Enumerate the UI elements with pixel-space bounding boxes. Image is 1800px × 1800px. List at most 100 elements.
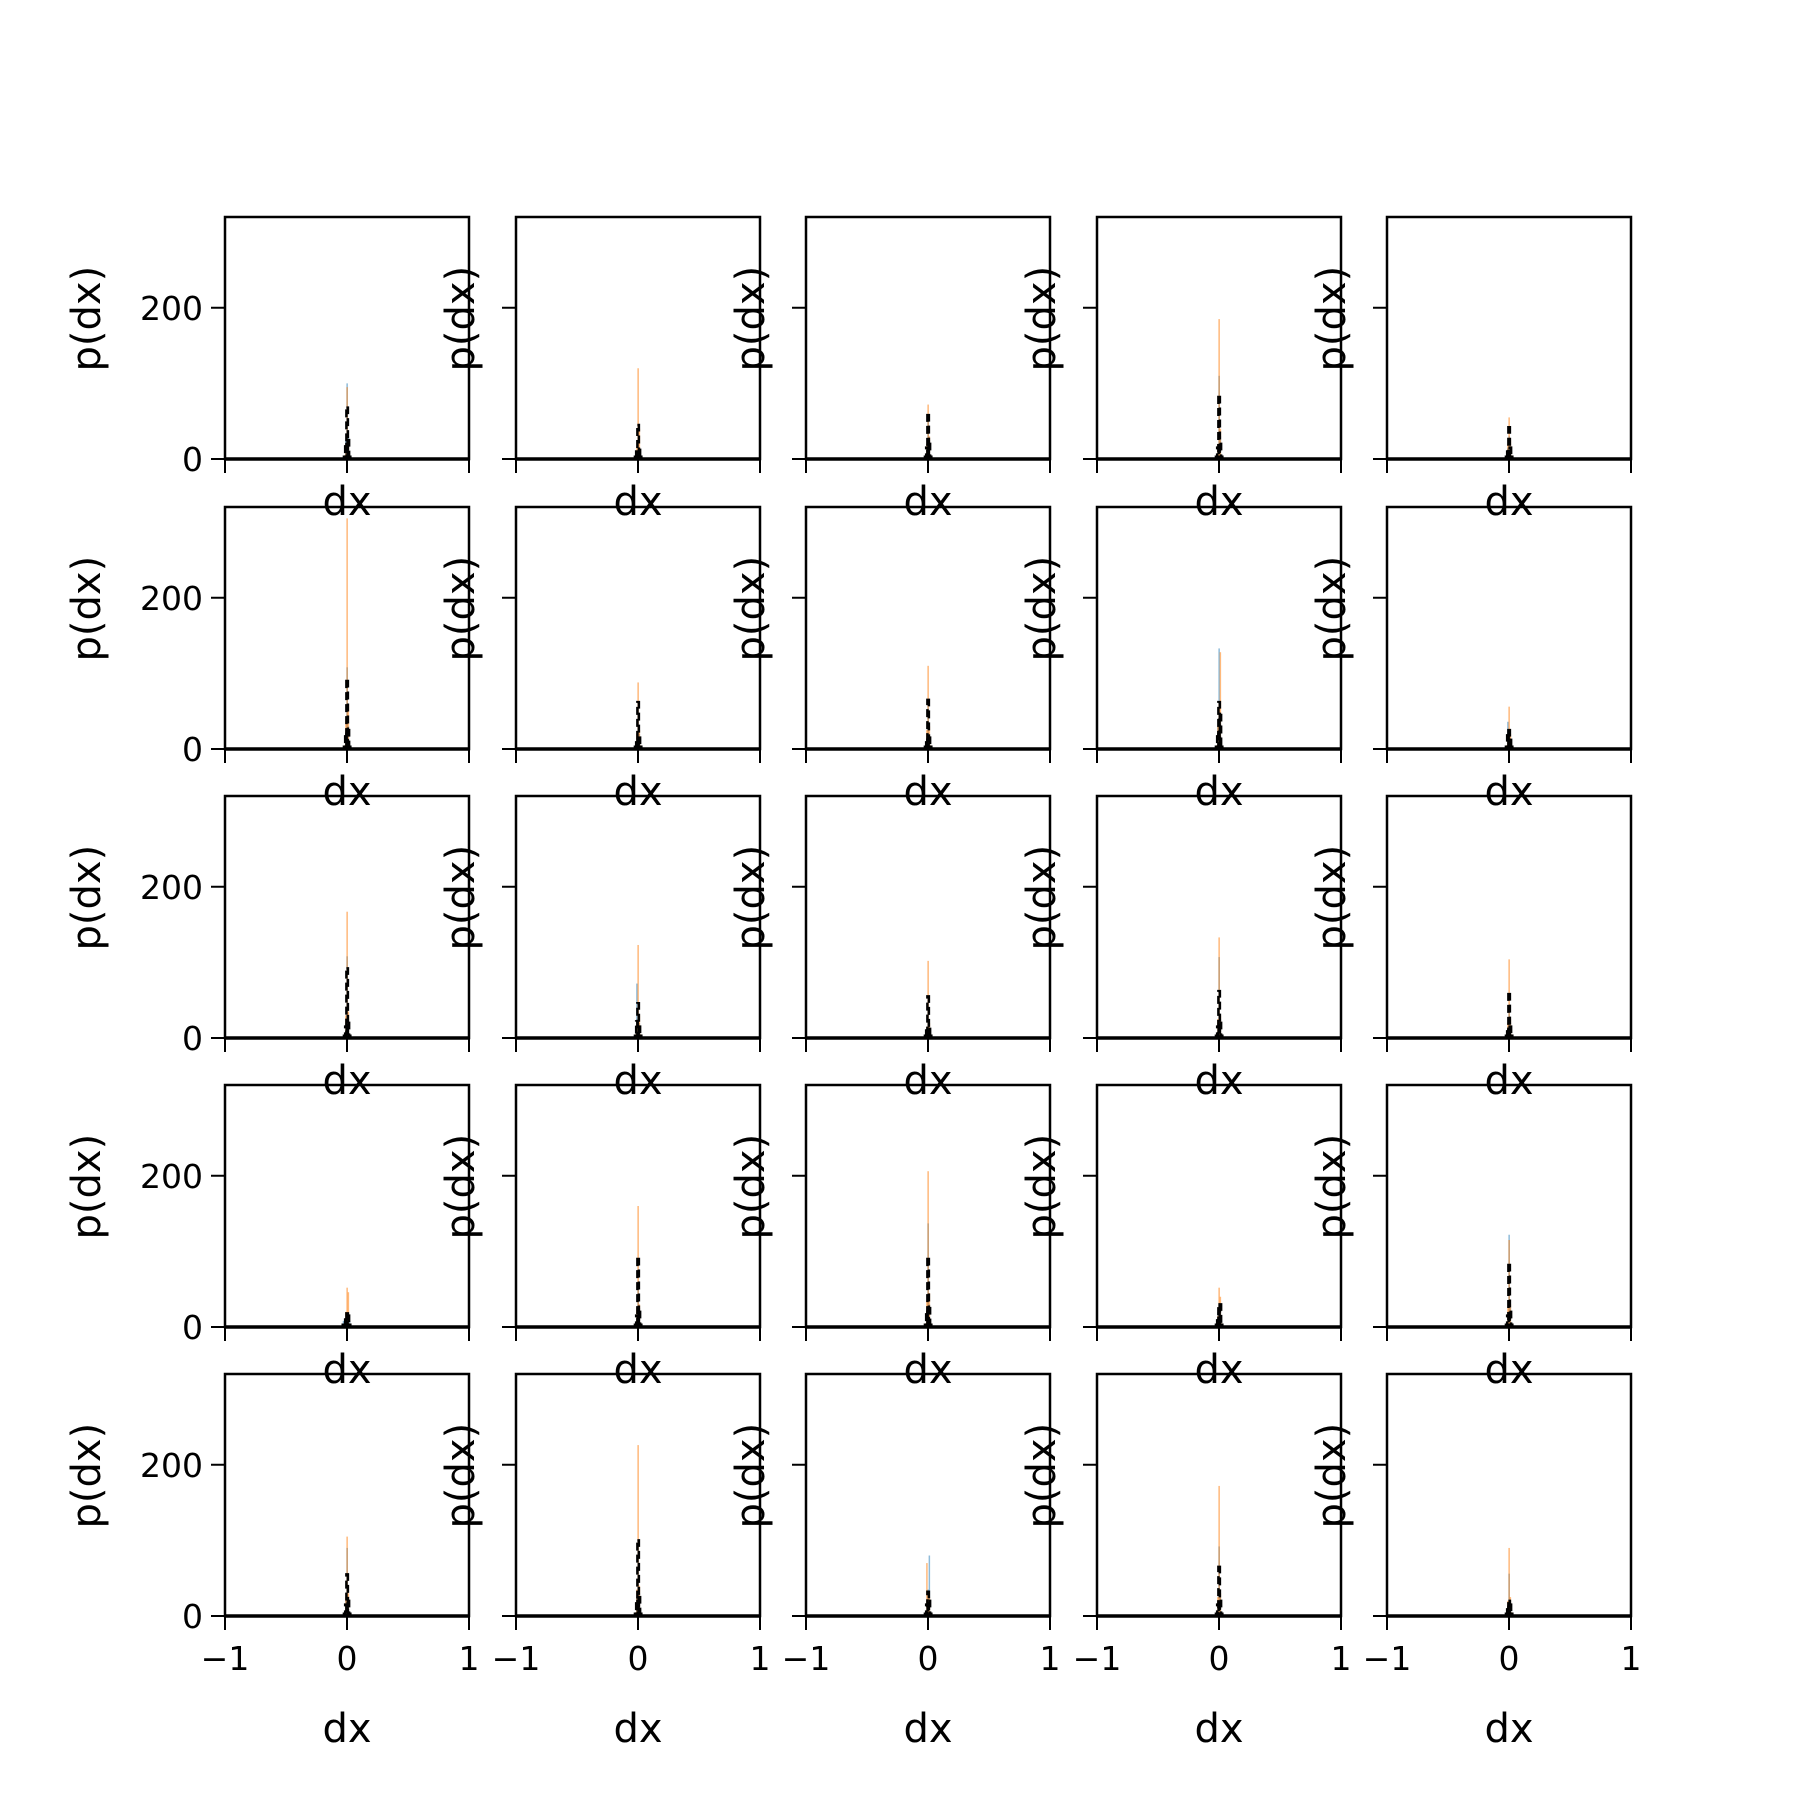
- hist-bar-orange: [1218, 1485, 1220, 1616]
- x-axis-label: dx: [613, 479, 662, 525]
- x-axis-label: dx: [1194, 479, 1243, 525]
- x-tick-label: −1: [1363, 1639, 1412, 1678]
- subplot-r4-c5: dx p(dx): [1309, 1083, 1633, 1393]
- hist-bar-orange: [637, 1445, 639, 1616]
- subplot-r4-c3: dx p(dx): [728, 1083, 1052, 1393]
- x-tick-label: 0: [1209, 1639, 1230, 1678]
- y-axis-label: p(dx): [64, 845, 110, 951]
- subplot-r3-c3: dx p(dx): [728, 794, 1052, 1104]
- x-axis-label: dx: [903, 1347, 952, 1393]
- x-axis-label: dx: [903, 769, 952, 815]
- subplot-r1-c3: dx p(dx): [728, 215, 1052, 525]
- hist-step-black: [1507, 728, 1512, 751]
- y-axis-label: p(dx): [728, 1134, 774, 1240]
- y-axis-label: p(dx): [1309, 1134, 1355, 1240]
- y-axis-label: p(dx): [438, 556, 484, 662]
- hist-step-black: [927, 1306, 932, 1329]
- hist-bar-blue: [1218, 648, 1220, 749]
- subplot-r3-c5: dx p(dx): [1309, 794, 1633, 1104]
- subplot-r1-c1: 0 200 dx p(dx): [64, 215, 471, 525]
- subplot-r3-c1: 0 200 dx p(dx): [64, 794, 471, 1104]
- x-axis-label: dx: [1194, 769, 1243, 815]
- hist-bar-orange: [1219, 652, 1222, 749]
- subplot-r2-c4: dx p(dx): [1019, 505, 1343, 815]
- x-tick-label: 1: [750, 1639, 771, 1678]
- y-axis-label: p(dx): [728, 845, 774, 951]
- y-axis-label: p(dx): [1019, 266, 1065, 372]
- y-axis-label: p(dx): [1019, 1423, 1065, 1529]
- x-axis-label: dx: [1484, 769, 1533, 815]
- y-axis-label: p(dx): [438, 1423, 484, 1529]
- y-axis-label: p(dx): [438, 266, 484, 372]
- y-axis-label: p(dx): [1309, 266, 1355, 372]
- y-axis-label: p(dx): [438, 845, 484, 951]
- hist-step-black: [345, 679, 350, 751]
- x-axis-label: dx: [322, 1706, 371, 1752]
- y-tick-label: 200: [140, 289, 203, 328]
- hist-bar-orange: [346, 518, 348, 749]
- y-axis-label: p(dx): [1019, 556, 1065, 662]
- x-axis-label: dx: [613, 1058, 662, 1104]
- hist-bar-orange: [926, 1563, 928, 1616]
- hist-bar-orange: [638, 428, 641, 459]
- hist-bar-orange: [347, 703, 350, 749]
- x-tick-label: 0: [628, 1639, 649, 1678]
- hist-bar-orange: [1218, 937, 1220, 1038]
- subplot-r2-c3: dx p(dx): [728, 505, 1052, 815]
- x-tick-label: −1: [492, 1639, 541, 1678]
- subplot-r1-c2: dx p(dx): [438, 215, 762, 525]
- y-axis-label: p(dx): [438, 1134, 484, 1240]
- y-tick-label: 0: [182, 1597, 203, 1636]
- hist-bar-orange: [637, 368, 639, 459]
- subplot-r2-c5: dx p(dx): [1309, 505, 1633, 815]
- subplot-r1-c4: dx p(dx): [1019, 215, 1343, 525]
- hist-step-black: [926, 1257, 931, 1329]
- hist-bar-orange: [637, 1206, 639, 1327]
- y-tick-label: 200: [140, 579, 203, 618]
- x-axis-label: dx: [1484, 479, 1533, 525]
- hist-bar-orange: [1508, 1547, 1510, 1616]
- subplot-r4-c1: 0 200 dx p(dx): [64, 1083, 471, 1393]
- y-tick-label: 0: [182, 1308, 203, 1347]
- x-axis-label: dx: [1484, 1347, 1533, 1393]
- y-axis-label: p(dx): [728, 1423, 774, 1529]
- hist-step-black: [1507, 992, 1512, 1040]
- y-tick-label: 0: [182, 730, 203, 769]
- x-tick-label: 1: [1040, 1639, 1061, 1678]
- y-axis-label: p(dx): [64, 1134, 110, 1240]
- x-axis-label: dx: [322, 1347, 371, 1393]
- y-axis-label: p(dx): [1019, 845, 1065, 951]
- hist-bar-orange: [1218, 319, 1220, 459]
- x-tick-label: 0: [1499, 1639, 1520, 1678]
- subplot-r3-c2: dx p(dx): [438, 794, 762, 1104]
- y-axis-label: p(dx): [1309, 556, 1355, 662]
- x-axis-label: dx: [1194, 1058, 1243, 1104]
- subplot-r3-c4: dx p(dx): [1019, 794, 1343, 1104]
- y-axis-label: p(dx): [64, 266, 110, 372]
- hist-bar-orange: [927, 1171, 929, 1327]
- x-axis-label: dx: [1484, 1058, 1533, 1104]
- y-tick-label: 0: [182, 1019, 203, 1058]
- x-axis-label: dx: [322, 1058, 371, 1104]
- subplot-r2-c2: dx p(dx): [438, 505, 762, 815]
- hist-step-black: [1218, 713, 1223, 751]
- y-axis-label: p(dx): [1309, 845, 1355, 951]
- x-tick-label: 0: [337, 1639, 358, 1678]
- y-axis-label: p(dx): [64, 556, 110, 662]
- subplot-r4-c2: dx p(dx): [438, 1083, 762, 1393]
- y-tick-label: 200: [140, 1157, 203, 1196]
- axes-frame: [804, 1372, 1052, 1618]
- y-axis-label: p(dx): [728, 266, 774, 372]
- x-axis-label: dx: [322, 769, 371, 815]
- subplot-r1-c5: dx p(dx): [1309, 215, 1633, 525]
- hist-step-black: [926, 413, 931, 461]
- hist-bar-orange: [347, 1292, 350, 1327]
- x-axis-label: dx: [1484, 1706, 1533, 1752]
- x-tick-label: 1: [459, 1639, 480, 1678]
- x-axis-label: dx: [613, 769, 662, 815]
- x-tick-label: 0: [918, 1639, 939, 1678]
- hist-step-black: [1507, 425, 1512, 461]
- hist-step-black: [346, 728, 351, 751]
- x-tick-label: −1: [1073, 1639, 1122, 1678]
